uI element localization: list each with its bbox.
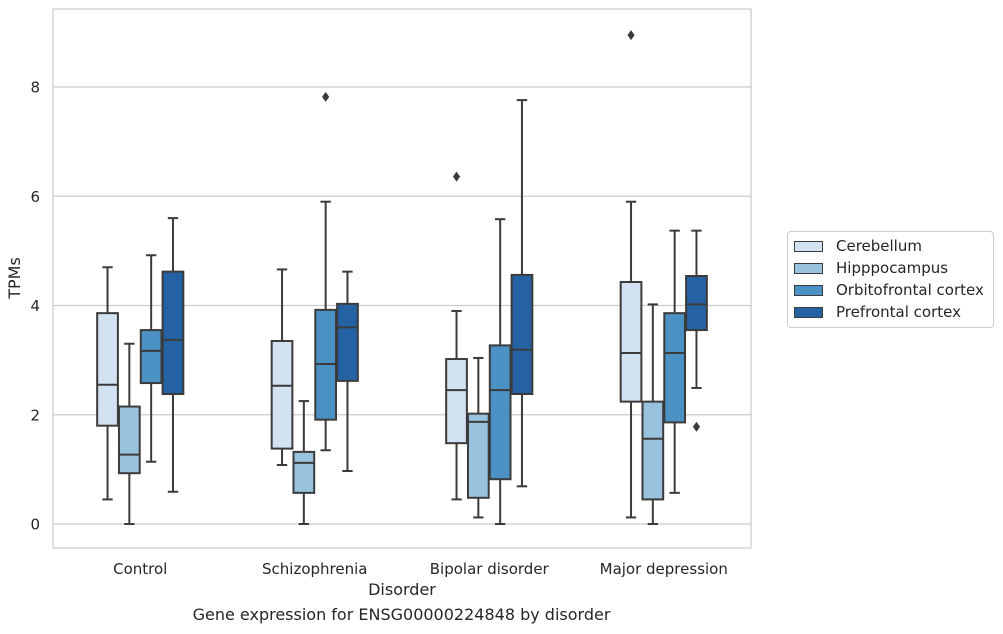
plot-frame: [52, 8, 752, 549]
box-major-depression-cerebellum: [619, 281, 643, 403]
legend-item-orbitofrontal-cortex: Orbitofrontal cortex: [794, 280, 984, 300]
box-group-bipolar-disorder-hipppocampus: [466, 356, 490, 519]
box-group-major-depression-prefrontal-cortex: [685, 229, 708, 432]
box-bipolar-disorder-prefrontal-cortex: [510, 273, 534, 395]
legend-label-hipppocampus: Hipppocampus: [836, 259, 949, 277]
box-group-schizophrenia-cerebellum: [270, 268, 294, 467]
x-tick-label-major-depression: Major depression: [600, 560, 728, 578]
outlier-major-depression-prefrontal-cortex-0: [692, 421, 701, 432]
legend-label-cerebellum: Cerebellum: [836, 237, 922, 255]
box-major-depression-hipppocampus: [641, 400, 665, 501]
box-group-bipolar-disorder-cerebellum: [445, 171, 468, 501]
legend-label-prefrontal-cortex: Prefrontal cortex: [836, 303, 961, 321]
x-tick-label-schizophrenia: Schizophrenia: [262, 560, 367, 578]
outlier-major-depression-cerebellum-0: [627, 30, 635, 41]
box-schizophrenia-prefrontal-cortex: [336, 302, 359, 382]
box-major-depression-orbitofrontal-cortex: [663, 312, 687, 424]
legend-swatch-prefrontal-cortex: [794, 306, 823, 318]
legend-item-prefrontal-cortex: Prefrontal cortex: [794, 302, 961, 322]
y-tick-label-4: 4: [30, 297, 40, 315]
legend: Cerebellum Hipppocampus Orbitofrontal co…: [787, 231, 994, 328]
box-group-schizophrenia-orbitofrontal-cortex: [314, 91, 338, 452]
box-group-control-prefrontal-cortex: [161, 217, 185, 493]
y-tick-labels: 0 2 4 6 8: [30, 79, 40, 534]
y-tick-label-6: 6: [30, 188, 40, 206]
outlier-schizophrenia-orbitofrontal-cortex-0: [322, 91, 330, 102]
box-group-control-cerebellum: [96, 266, 119, 501]
box-bipolar-disorder-cerebellum: [445, 358, 468, 445]
y-tick-label-8: 8: [30, 79, 40, 97]
box-control-prefrontal-cortex: [161, 270, 185, 395]
box-bipolar-disorder-hipppocampus: [466, 412, 490, 499]
x-axis-title: Disorder: [368, 580, 436, 599]
y-tick-label-0: 0: [30, 516, 40, 534]
box-group-bipolar-disorder-prefrontal-cortex: [510, 99, 534, 488]
legend-swatch-orbitofrontal-cortex: [794, 284, 823, 296]
box-group-major-depression-orbitofrontal-cortex: [663, 229, 687, 494]
x-tick-labels: Control Schizophrenia Bipolar disorder Majo…: [113, 560, 728, 578]
box-group-schizophrenia-hipppocampus: [292, 400, 316, 525]
legend-label-orbitofrontal-cortex: Orbitofrontal cortex: [836, 281, 984, 299]
box-group-major-depression-cerebellum: [619, 30, 643, 519]
box-group-bipolar-disorder-orbitofrontal-cortex: [488, 218, 512, 525]
box-schizophrenia-cerebellum: [270, 340, 294, 450]
box-control-orbitofrontal-cortex: [139, 329, 163, 385]
box-group-control-orbitofrontal-cortex: [139, 254, 163, 463]
box-group-major-depression-hipppocampus: [641, 303, 665, 525]
box-major-depression-prefrontal-cortex: [685, 275, 708, 332]
figure-caption: Gene expression for ENSG00000224848 by d…: [192, 605, 611, 624]
legend-item-cerebellum: Cerebellum: [794, 236, 922, 256]
box-group-schizophrenia-prefrontal-cortex: [336, 270, 359, 473]
legend-swatch-cerebellum: [794, 240, 823, 252]
box-bipolar-disorder-orbitofrontal-cortex: [488, 344, 512, 481]
legend-item-hipppocampus: Hipppocampus: [794, 258, 948, 278]
box-plot-marks: [96, 30, 708, 525]
y-axis-title: TPMs: [5, 257, 24, 300]
legend-swatch-hipppocampus: [794, 262, 823, 274]
box-control-hipppocampus: [117, 405, 141, 475]
box-group-control-hipppocampus: [117, 342, 141, 525]
x-tick-label-control: Control: [113, 560, 167, 578]
box-control-cerebellum: [96, 312, 119, 427]
outlier-bipolar-disorder-cerebellum-0: [452, 171, 461, 182]
y-tick-label-2: 2: [30, 406, 40, 424]
x-tick-label-bipolar-disorder: Bipolar disorder: [430, 560, 550, 578]
box-schizophrenia-hipppocampus: [292, 450, 316, 494]
